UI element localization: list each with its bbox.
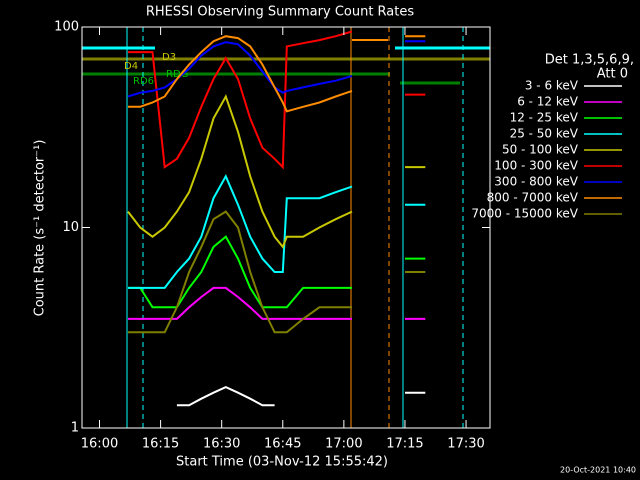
y-tick-label: 100 bbox=[54, 20, 79, 35]
annotation: D4 bbox=[124, 61, 138, 72]
series-line bbox=[127, 94, 426, 249]
x-axis-label: Start Time (03-Nov-12 15:55:42) bbox=[176, 455, 388, 470]
y-tick-label: 1 bbox=[71, 421, 79, 436]
legend-label: 800 - 7000 keV bbox=[487, 191, 579, 205]
x-tick-label: 16:15 bbox=[142, 437, 179, 452]
annotations: D3 D4 RD6 RDG bbox=[124, 52, 188, 87]
series-line bbox=[176, 386, 426, 407]
legend-label: 100 - 300 keV bbox=[494, 159, 578, 173]
legend-subtitle: Att 0 bbox=[597, 67, 628, 82]
annotation: D3 bbox=[162, 52, 176, 63]
legend-title: Det 1,3,5,6,9, bbox=[545, 53, 634, 68]
x-tick-label: 16:00 bbox=[81, 437, 118, 452]
legend-label: 12 - 25 keV bbox=[510, 111, 579, 125]
series-line bbox=[128, 174, 426, 289]
x-tick-label: 17:15 bbox=[386, 437, 423, 452]
annotation: RD6 bbox=[133, 76, 154, 87]
legend-label: 300 - 800 keV bbox=[494, 175, 578, 189]
legend-label: 6 - 12 keV bbox=[517, 95, 579, 109]
series-line bbox=[128, 235, 426, 309]
legend-label: 50 - 100 keV bbox=[502, 143, 579, 157]
y-axis-label: Count Rate (s⁻¹ detector⁻¹) bbox=[33, 140, 48, 317]
legend-label: 3 - 6 keV bbox=[525, 79, 579, 93]
annotation: RDG bbox=[166, 69, 188, 80]
x-tick-label: 17:30 bbox=[447, 437, 484, 452]
series-line bbox=[128, 30, 426, 170]
series-line bbox=[128, 210, 426, 334]
x-tick-label: 16:30 bbox=[203, 437, 240, 452]
timestamp: 20-Oct-2021 10:40 bbox=[560, 466, 636, 475]
x-tick-label: 17:00 bbox=[325, 437, 362, 452]
legend-label: 25 - 50 keV bbox=[510, 127, 579, 141]
y-tick-label: 10 bbox=[62, 220, 79, 235]
legend-label: 7000 - 15000 keV bbox=[471, 207, 578, 221]
series-line bbox=[128, 35, 426, 113]
x-tick-label: 16:45 bbox=[264, 437, 301, 452]
series-line bbox=[127, 40, 426, 98]
chart-title: RHESSI Observing Summary Count Rates bbox=[146, 5, 415, 20]
